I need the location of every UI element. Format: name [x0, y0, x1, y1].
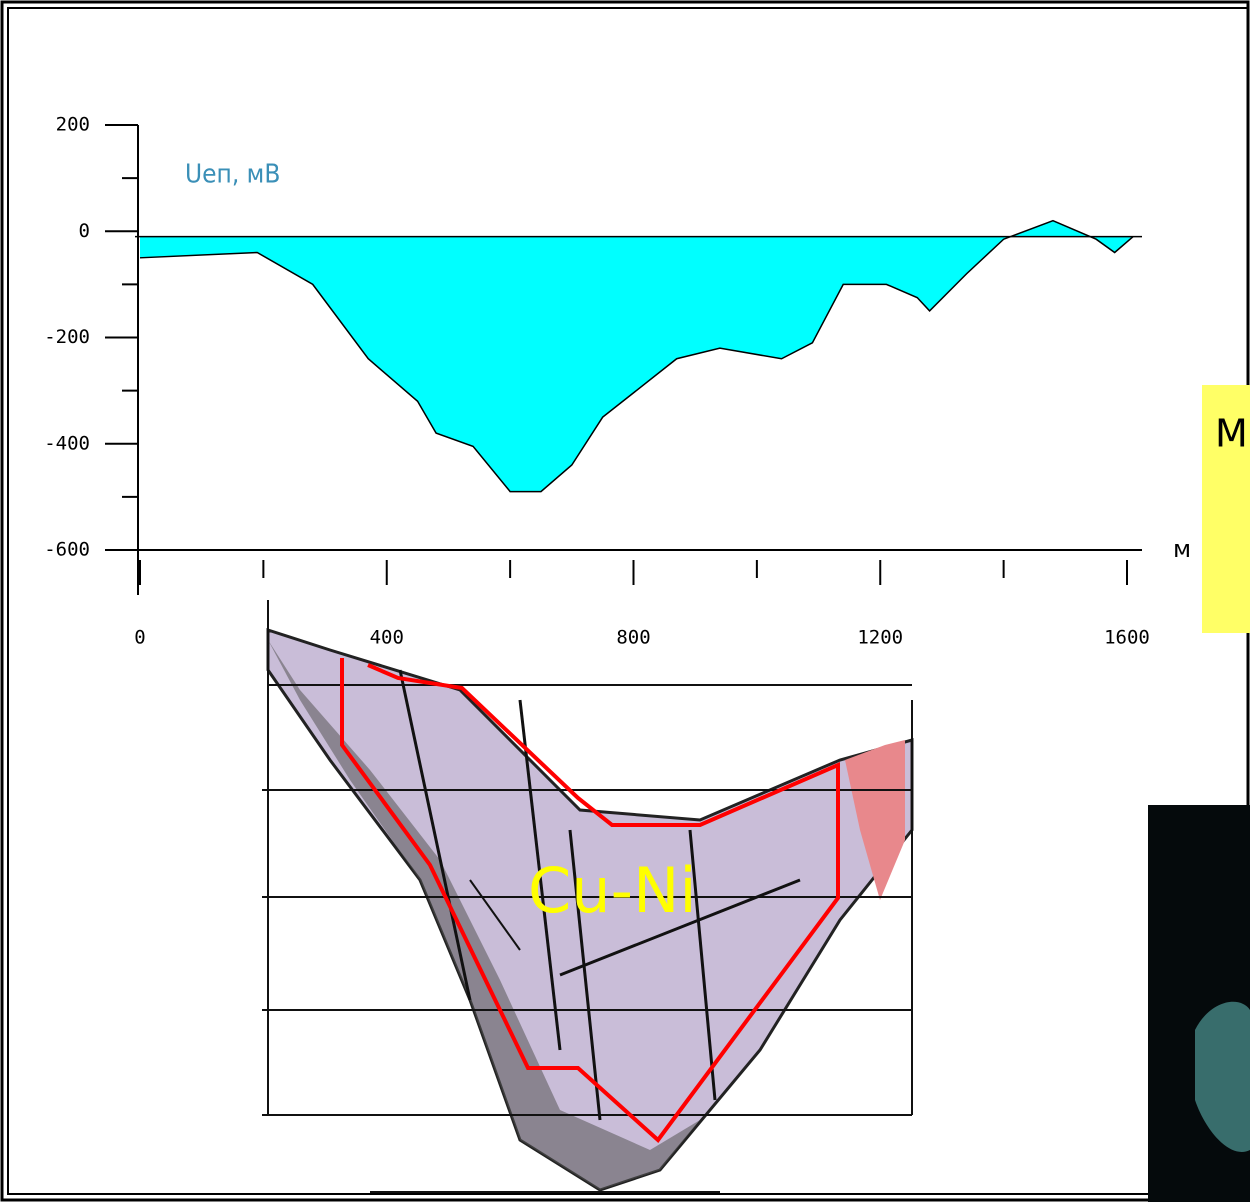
y-tick-label: 0 [79, 220, 90, 242]
slide: 2000-200-400-600040080012001600 М Cu-Ni … [0, 0, 1250, 1202]
y-tick-label: -600 [44, 539, 90, 561]
legend-entry: Uеп, мВ [185, 160, 280, 190]
y-tick-label: 200 [56, 114, 90, 136]
y-tick-label: -200 [44, 326, 90, 348]
x-tick-label: 400 [370, 627, 404, 649]
x-tick-label: 1600 [1104, 627, 1150, 649]
plot: 200 0 -200 -400 -600 0 400 800 1200 1600 [44, 114, 1150, 649]
page: {"chart_data": { "type": "area", "x": [0… [0, 0, 1250, 1202]
area-fill [140, 221, 1133, 492]
x-tick-label: 1200 [857, 627, 903, 649]
y-tick-label: -400 [44, 432, 90, 454]
x-tick-label: 0 [134, 627, 145, 649]
x-tick-label: 800 [616, 627, 650, 649]
callout-text: М [1215, 412, 1248, 456]
ore-label: Cu-Ni [528, 854, 697, 927]
x-axis-label: м [1173, 535, 1191, 563]
